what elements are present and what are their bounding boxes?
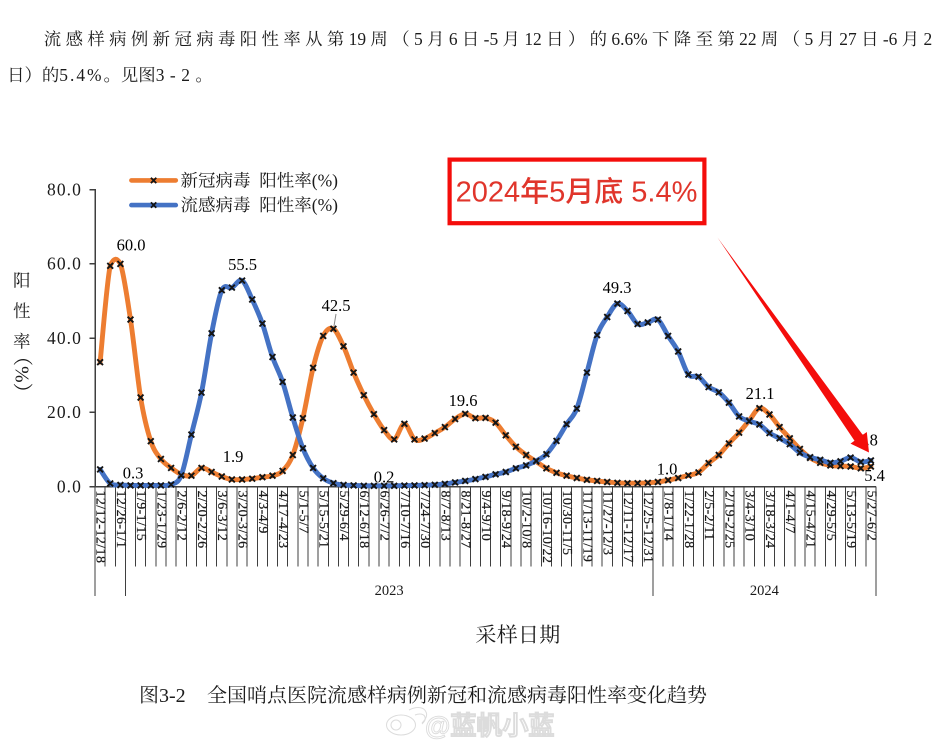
svg-text:20.0: 20.0: [47, 402, 82, 422]
svg-text:9/18-9/24: 9/18-9/24: [498, 491, 513, 549]
svg-text:1/23-1/29: 1/23-1/29: [153, 491, 168, 549]
svg-text:2/20-2/26: 2/20-2/26: [194, 491, 209, 549]
svg-text:5/13-5/19: 5/13-5/19: [843, 491, 858, 549]
svg-text:7/24-7/30: 7/24-7/30: [417, 491, 432, 549]
svg-text:2024年5月底 5.4%: 2024年5月底 5.4%: [456, 177, 698, 209]
svg-text:55.5: 55.5: [228, 255, 257, 274]
svg-text:阳: 阳: [13, 271, 31, 291]
svg-text:采样日期: 采样日期: [475, 623, 560, 647]
svg-text:12/26-1/1: 12/26-1/1: [113, 491, 128, 549]
svg-text:7/10-7/16: 7/10-7/16: [397, 491, 412, 549]
svg-text:1.9: 1.9: [223, 447, 244, 466]
svg-text:12/25-12/31: 12/25-12/31: [640, 491, 655, 564]
svg-text:8/7-8/13: 8/7-8/13: [437, 491, 452, 542]
svg-text:流感病毒 阳性率(%): 流感病毒 阳性率(%): [181, 195, 339, 215]
svg-text:新冠病毒 阳性率(%): 新冠病毒 阳性率(%): [181, 170, 339, 190]
svg-text:19.6: 19.6: [449, 391, 478, 410]
svg-text:4/1-4/7: 4/1-4/7: [782, 491, 797, 534]
svg-text:10/16-10/22: 10/16-10/22: [539, 491, 554, 564]
svg-text:1.0: 1.0: [657, 460, 678, 479]
svg-text:10/30-11/5: 10/30-11/5: [559, 491, 574, 556]
svg-text:60.0: 60.0: [117, 236, 146, 255]
svg-text:2/6-2/12: 2/6-2/12: [174, 491, 189, 542]
svg-text:10/2-10/8: 10/2-10/8: [519, 491, 534, 549]
svg-text:0.3: 0.3: [123, 464, 144, 483]
svg-text:0.0: 0.0: [57, 476, 82, 496]
svg-text:2023: 2023: [375, 583, 404, 599]
svg-text:9/4-9/10: 9/4-9/10: [478, 491, 493, 542]
svg-text:2/19-2/25: 2/19-2/25: [721, 491, 736, 549]
svg-text:3/6-3/12: 3/6-3/12: [214, 491, 229, 542]
svg-text:3/20-3/26: 3/20-3/26: [235, 491, 250, 549]
svg-text:（%）: （%）: [11, 346, 33, 403]
svg-text:60.0: 60.0: [47, 254, 82, 274]
svg-text:4/15-4/21: 4/15-4/21: [803, 491, 818, 549]
svg-text:11/13-11/19: 11/13-11/19: [579, 491, 594, 563]
svg-text:11/27-12/3: 11/27-12/3: [600, 491, 615, 556]
svg-text:4/3-4/9: 4/3-4/9: [255, 491, 270, 534]
svg-text:4/17-4/23: 4/17-4/23: [275, 491, 290, 549]
svg-text:3/18-3/24: 3/18-3/24: [762, 491, 777, 549]
svg-text:0.2: 0.2: [374, 468, 395, 487]
svg-text:8/21-8/27: 8/21-8/27: [458, 491, 473, 549]
svg-text:5/15-5/21: 5/15-5/21: [316, 491, 331, 549]
svg-text:6/12-6/18: 6/12-6/18: [356, 491, 371, 549]
svg-text:率: 率: [13, 332, 31, 352]
svg-text:1/9-1/15: 1/9-1/15: [133, 491, 148, 542]
svg-text:5/29-6/4: 5/29-6/4: [336, 491, 351, 542]
svg-text:性: 性: [13, 301, 31, 321]
svg-text:12/12-12/18: 12/12-12/18: [93, 491, 108, 564]
svg-text:2024: 2024: [750, 583, 780, 599]
svg-text:3/4-3/10: 3/4-3/10: [742, 491, 757, 542]
svg-text:6/26-7/2: 6/26-7/2: [377, 491, 392, 542]
svg-text:4/29-5/5: 4/29-5/5: [823, 491, 838, 542]
svg-text:80.0: 80.0: [47, 180, 82, 200]
svg-text:2/5-2/11: 2/5-2/11: [701, 491, 716, 541]
svg-text:40.0: 40.0: [47, 328, 82, 348]
svg-text:5/27-6/2: 5/27-6/2: [863, 491, 878, 542]
svg-text:5.4: 5.4: [864, 466, 885, 485]
svg-text:1/8-1/14: 1/8-1/14: [661, 491, 676, 542]
svg-text:5/1-5/7: 5/1-5/7: [295, 491, 310, 534]
svg-text:49.3: 49.3: [603, 278, 632, 297]
svg-text:1/22-1/28: 1/22-1/28: [681, 491, 696, 549]
svg-text:@蓝帆小蓝: @蓝帆小蓝: [425, 711, 554, 741]
svg-text:21.1: 21.1: [746, 384, 775, 403]
svg-text:12/11-12/17: 12/11-12/17: [620, 491, 635, 563]
svg-text:42.5: 42.5: [322, 296, 351, 315]
